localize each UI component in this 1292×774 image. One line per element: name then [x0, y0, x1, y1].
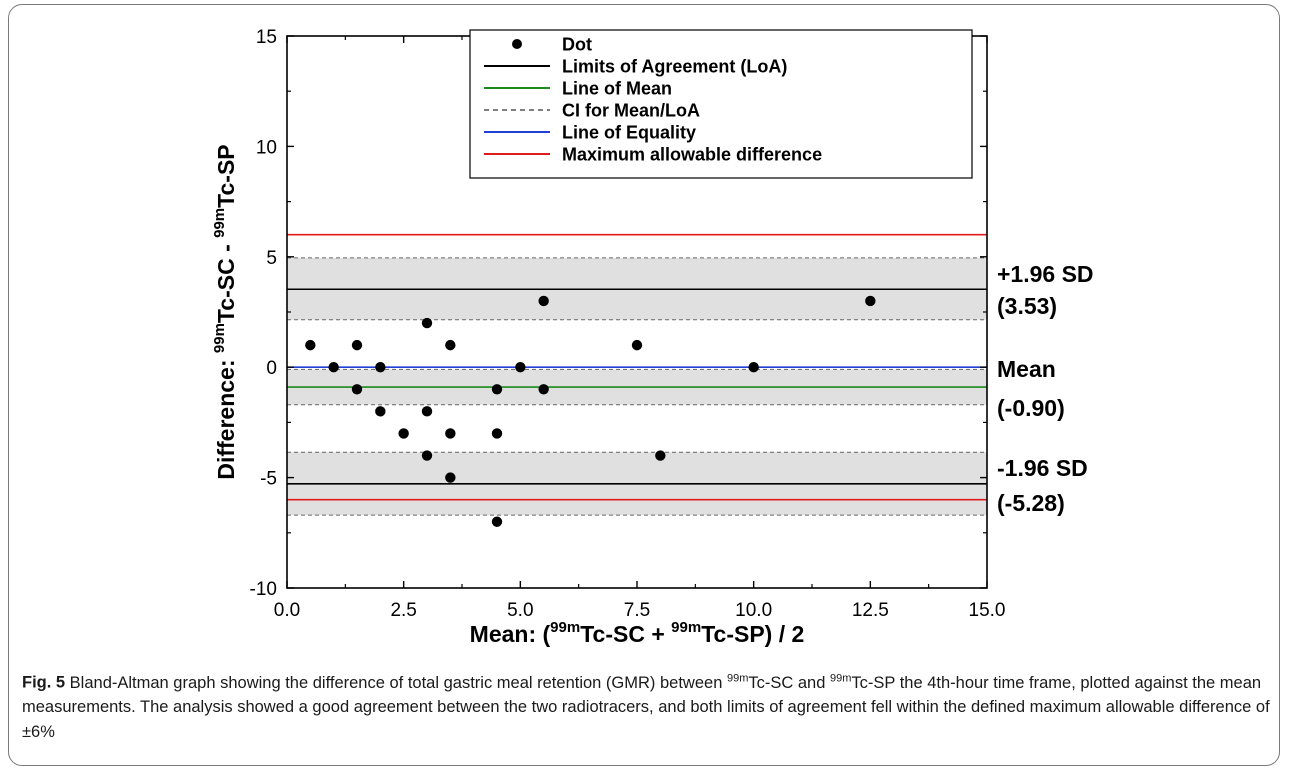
lower-loa-label: -1.96 SD [997, 455, 1088, 481]
reference-lines [287, 233, 987, 501]
x-tick-label: 5.0 [507, 600, 533, 621]
data-point [865, 295, 876, 307]
legend-symbol-dot [512, 39, 522, 49]
data-point [351, 339, 363, 351]
caption-text: Bland-Altman graph showing the differenc… [22, 672, 1270, 741]
caption-label: Fig. 5 [22, 673, 66, 692]
data-point [351, 384, 363, 395]
y-tick-label: 10 [256, 137, 277, 158]
legend-label: CI for Mean/LoA [562, 101, 700, 121]
y-tick-label: 0 [266, 358, 277, 379]
data-point [421, 450, 433, 461]
data-point [398, 428, 409, 439]
caption-segment: Tc-SP the 4th-hour time frame, plotted a… [22, 673, 1270, 741]
data-point [421, 406, 433, 417]
x-tick-label: 12.5 [852, 600, 889, 621]
x-tick-label: 10.0 [735, 600, 772, 621]
legend-box [469, 29, 973, 179]
figure-frame [8, 4, 1280, 766]
x-tick-label: 15.0 [969, 600, 1006, 621]
y-tick-label: -5 [260, 469, 277, 490]
data-points [305, 295, 876, 527]
data-point [445, 428, 456, 439]
data-point [375, 362, 386, 373]
legend-label: Line of Mean [562, 79, 672, 99]
x-tick-label: 2.5 [390, 600, 416, 621]
y-tick-label: 15 [256, 27, 277, 48]
x-tick-label: 7.5 [624, 600, 650, 621]
legend-label: Maximum allowable difference [562, 145, 822, 165]
data-point [328, 362, 339, 373]
data-point [538, 295, 549, 307]
side-annotations: +1.96 SD (3.53) Mean (-0.90) -1.96 SD (-5.28) [997, 261, 1094, 516]
y-axis-title: Difference: 99mTc-SC - 99mTc-SP [211, 144, 239, 479]
y-tick-label: 5 [266, 248, 277, 269]
caption-segment: Bland-Altman graph showing the differenc… [65, 673, 727, 692]
data-point [491, 516, 503, 527]
data-point [421, 317, 433, 329]
data-point [445, 339, 456, 351]
y-tick-label: -10 [250, 579, 277, 600]
data-point [631, 339, 643, 351]
x-tick-label: 0.0 [274, 600, 300, 621]
caption-superscript: 99m [830, 672, 852, 684]
mean-label: Mean [997, 356, 1056, 382]
data-point [655, 450, 666, 461]
data-point [491, 428, 503, 439]
mean-value: (-0.90) [997, 395, 1065, 421]
legend-label: Limits of Agreement (LoA) [562, 57, 787, 77]
lower-loa-value: (-5.28) [997, 490, 1065, 516]
caption-segment: Tc-SC and [748, 673, 830, 692]
caption-superscript: 99m [726, 672, 749, 684]
x-axis-title: Mean: (99mTc-SC + 99mTc-SP) / 2 [470, 619, 805, 647]
axis-titles: Mean: (99mTc-SC + 99mTc-SP) / 2 Differenc… [211, 144, 804, 647]
figure-caption: Fig. 5 Bland-Altman graph showing the di… [22, 666, 1272, 744]
legend-label: Dot [562, 35, 592, 55]
data-point [375, 406, 386, 417]
upper-loa-value: (3.53) [997, 293, 1057, 319]
data-point [491, 384, 503, 395]
data-point [515, 362, 526, 373]
upper-loa-label: +1.96 SD [997, 261, 1094, 287]
legend-label: Line of Equality [562, 123, 696, 143]
data-point [445, 472, 456, 483]
data-point [305, 339, 316, 351]
data-point [748, 362, 759, 373]
data-point [538, 384, 549, 395]
